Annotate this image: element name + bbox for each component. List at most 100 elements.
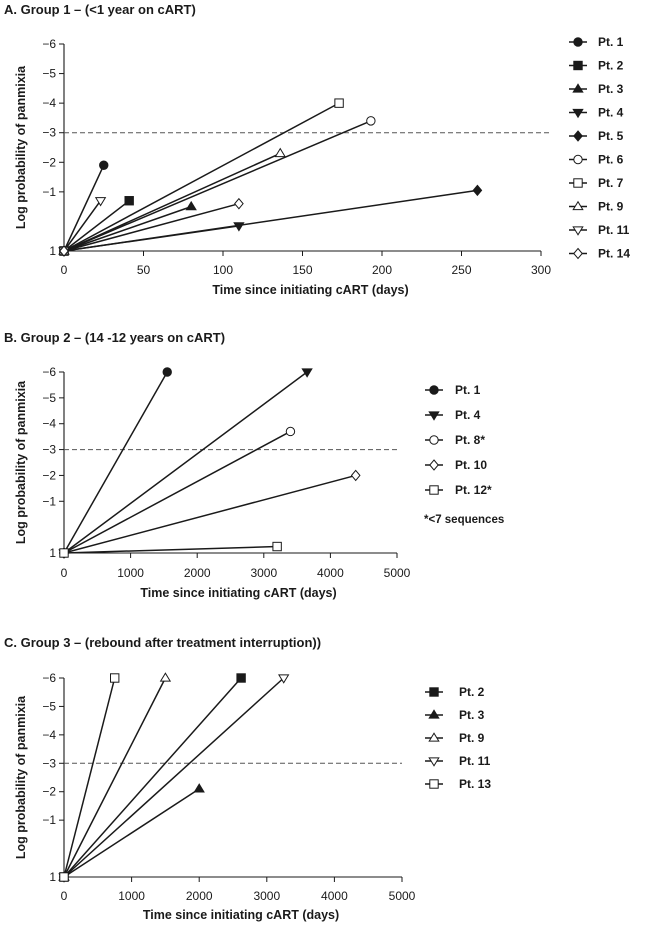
legend-label: Pt. 10 <box>455 458 487 472</box>
legend-label: Pt. 11 <box>598 223 630 237</box>
y-tick-label: −5 <box>42 67 56 81</box>
series-line <box>63 788 200 878</box>
data-point <box>234 197 244 210</box>
x-tick-label: 5000 <box>389 889 416 903</box>
chart-title: A. Group 1 – (<1 year on cART) <box>4 2 196 17</box>
legend-label: Pt. 2 <box>459 685 485 699</box>
data-point <box>193 783 205 793</box>
series-line <box>63 677 285 878</box>
x-tick-label: 4000 <box>321 889 348 903</box>
y-tick-label: 1 <box>49 870 56 884</box>
x-tick-label: 3000 <box>250 566 277 580</box>
data-point <box>301 368 313 378</box>
y-tick-label: 1 <box>49 546 56 560</box>
x-tick-label: 250 <box>451 263 471 277</box>
legend-label: Pt. 4 <box>455 408 481 422</box>
legend-label: Pt. 9 <box>598 200 624 214</box>
series-line <box>63 677 116 878</box>
y-tick-label: −6 <box>42 37 56 51</box>
legend-marker <box>572 83 584 93</box>
legend-label: Pt. 6 <box>598 153 624 167</box>
legend: Pt. 2 Pt. 3 Pt. 9 Pt. 11 Pt. 13 <box>425 685 491 791</box>
series-line <box>63 152 281 252</box>
y-tick-label: −2 <box>42 468 56 482</box>
legend-label: Pt. 1 <box>598 35 624 49</box>
series-line <box>63 677 167 878</box>
y-tick-label: −4 <box>42 417 56 431</box>
data-point <box>350 469 361 482</box>
chart-panel-3: C. Group 3 – (rebound after treatment in… <box>4 635 491 922</box>
series-line <box>63 102 340 252</box>
series-line <box>63 200 130 252</box>
data-point <box>110 673 120 683</box>
x-tick-label: 150 <box>292 263 312 277</box>
series-line <box>63 474 356 554</box>
x-tick-label: 50 <box>137 263 151 277</box>
data-point <box>272 541 282 552</box>
legend-marker <box>429 459 439 471</box>
chart-title: B. Group 2 – (14 -12 years on cART) <box>4 330 225 345</box>
x-tick-label: 1000 <box>118 889 145 903</box>
series-line <box>63 164 105 252</box>
x-tick-label: 200 <box>372 263 392 277</box>
x-tick-label: 5000 <box>384 566 411 580</box>
series-line <box>63 120 372 252</box>
y-tick-label: −4 <box>42 96 56 110</box>
data-point <box>472 184 483 197</box>
data-point-origin <box>59 548 69 558</box>
data-point <box>236 673 246 683</box>
x-tick-label: 0 <box>61 566 68 580</box>
legend-marker <box>428 709 440 719</box>
legend-marker <box>429 485 439 495</box>
data-point <box>159 672 172 682</box>
x-tick-label: 3000 <box>253 889 280 903</box>
data-point <box>274 147 286 158</box>
y-tick-label: −4 <box>42 728 56 742</box>
legend-marker <box>573 130 583 142</box>
data-point <box>233 222 245 232</box>
legend-marker <box>429 385 439 395</box>
x-axis-label: Time since initiating cART (days) <box>212 283 408 297</box>
legend-label: Pt. 7 <box>598 176 624 190</box>
legend-marker <box>429 779 439 789</box>
y-tick-label: −3 <box>42 756 56 770</box>
data-point <box>285 426 296 437</box>
y-axis-label: Log probability of panmixia <box>14 65 28 229</box>
data-point <box>124 196 134 206</box>
x-axis-label: Time since initiating cART (days) <box>143 908 339 922</box>
series-line <box>63 205 192 252</box>
y-tick-label: −3 <box>42 443 56 457</box>
legend-label: Pt. 13 <box>459 777 491 791</box>
legend-marker <box>573 60 583 71</box>
y-tick-label: −6 <box>42 671 56 685</box>
legend-label: Pt. 4 <box>598 106 624 120</box>
data-point <box>94 197 107 207</box>
chart-panel-1: A. Group 1 – (<1 year on cART) 1 −1 −2 −3 −4 −… <box>4 2 630 297</box>
legend-marker <box>573 154 583 165</box>
chart-panel-2: B. Group 2 – (14 -12 years on cART) 1 −1 −2… <box>4 330 504 600</box>
series-line <box>63 371 308 554</box>
series-line <box>63 202 240 252</box>
legend-label: Pt. 5 <box>598 129 624 143</box>
legend-marker <box>573 37 583 47</box>
legend-label: Pt. 14 <box>598 247 630 261</box>
x-tick-label: 0 <box>61 889 68 903</box>
data-point <box>366 116 376 126</box>
x-tick-label: 1000 <box>117 566 144 580</box>
y-tick-label: −2 <box>42 785 56 799</box>
legend-label: Pt. 12* <box>455 483 492 497</box>
legend-label: Pt. 2 <box>598 59 624 73</box>
legend-marker <box>428 732 440 742</box>
y-axis-label: Log probability of panmixia <box>14 380 28 544</box>
x-tick-label: 0 <box>61 263 68 277</box>
x-tick-label: 2000 <box>186 889 213 903</box>
legend-label: Pt. 3 <box>598 82 624 96</box>
legend-label: Pt. 1 <box>455 383 481 397</box>
data-point <box>162 367 172 377</box>
y-tick-label: −1 <box>42 813 56 827</box>
legend-label: Pt. 8* <box>455 433 485 447</box>
y-tick-label: 1 <box>49 244 56 258</box>
legend-marker <box>572 226 584 236</box>
data-point <box>334 98 344 108</box>
